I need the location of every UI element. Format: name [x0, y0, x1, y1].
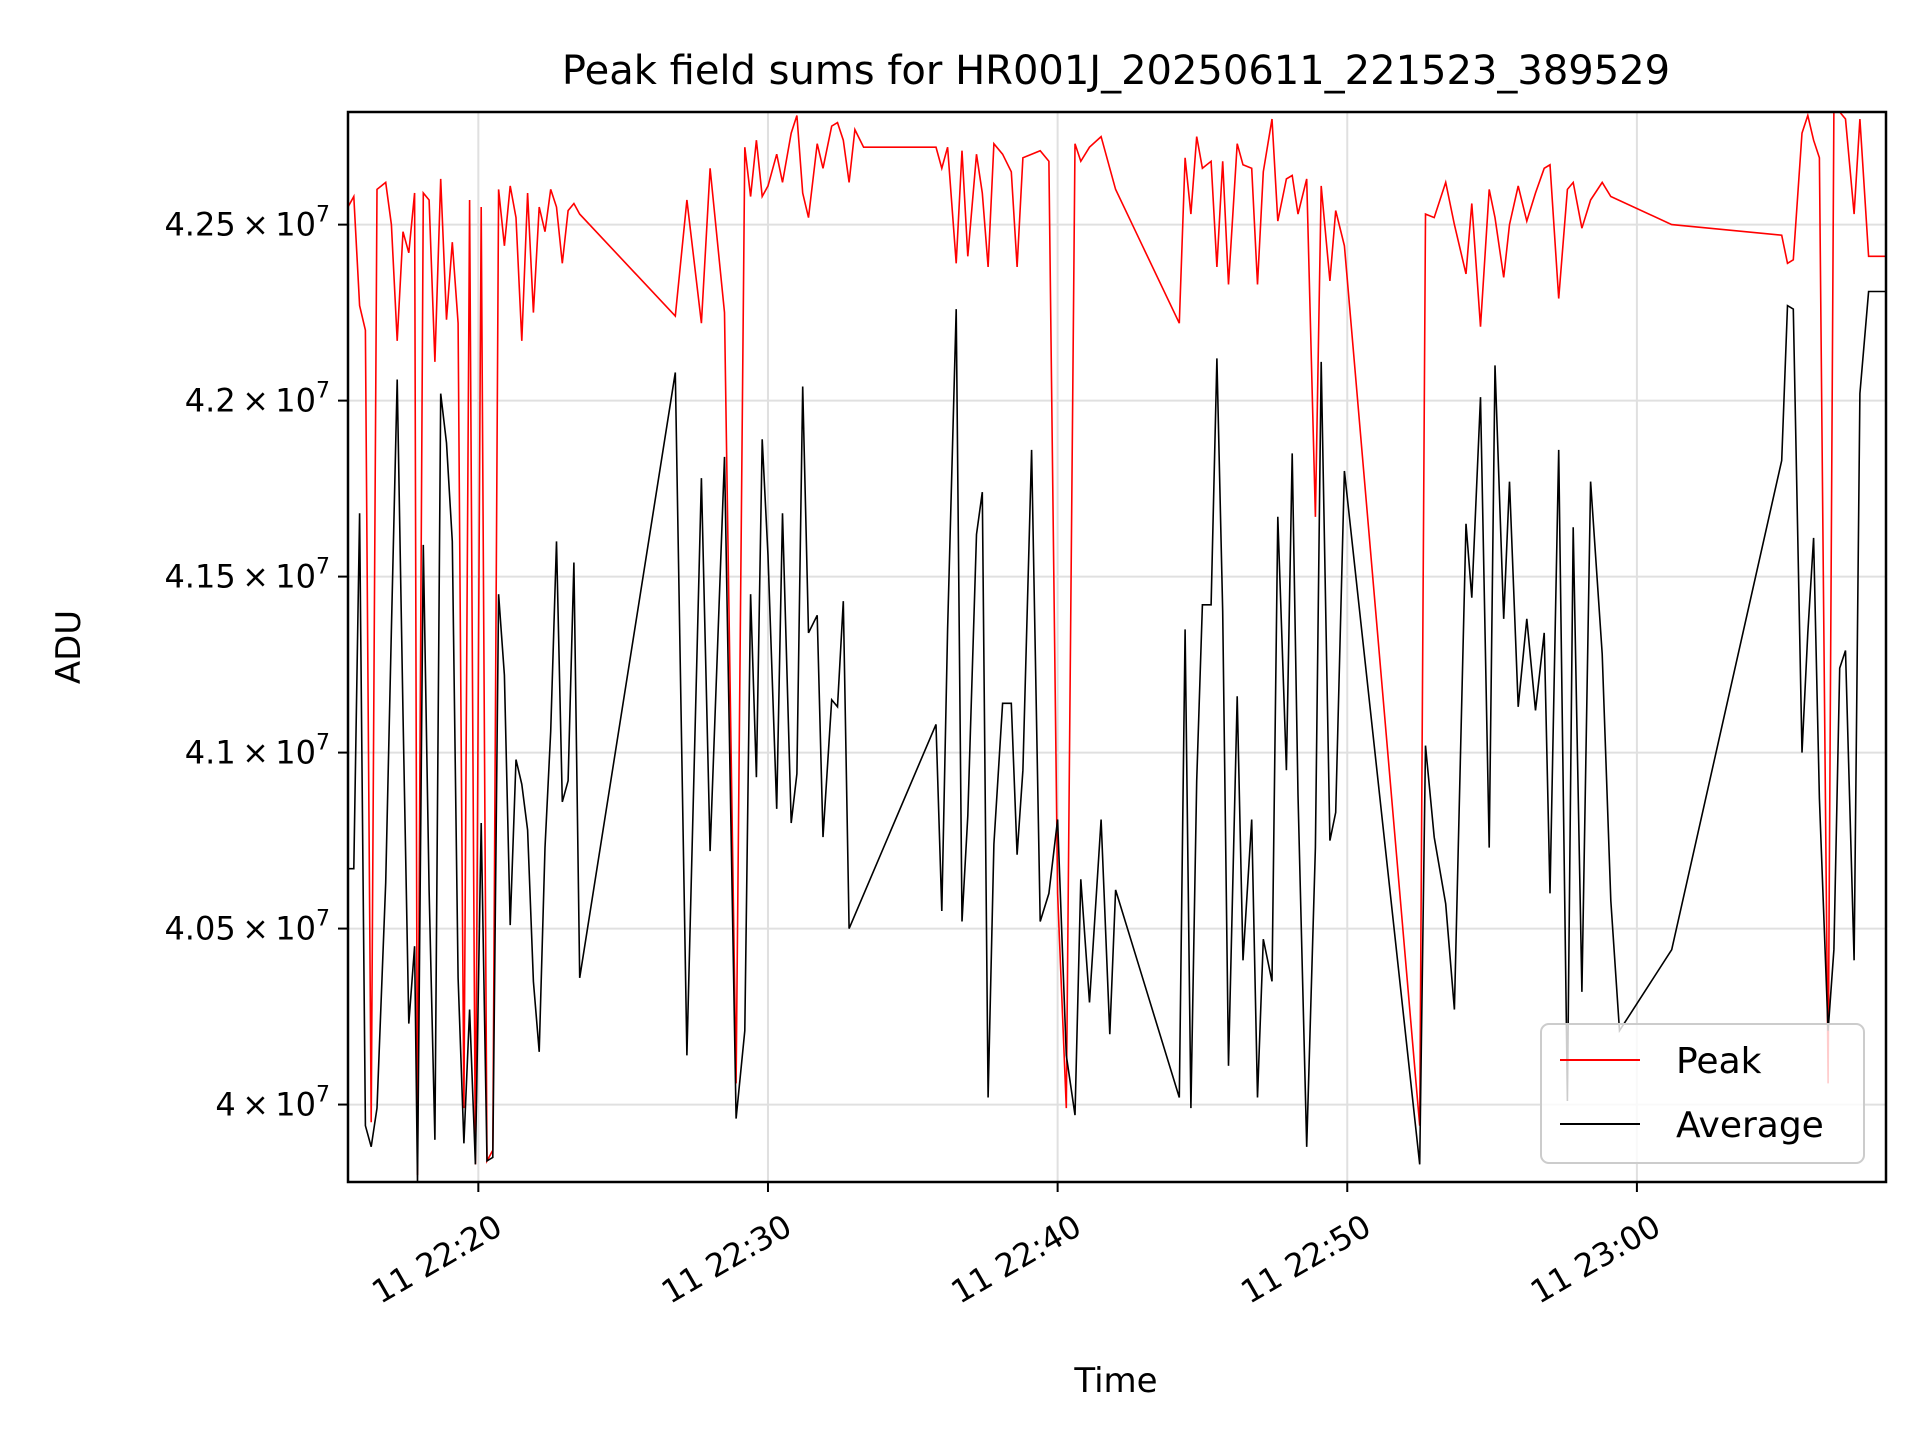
y-tick-mantissa: 4 × 10 [215, 1086, 316, 1124]
y-tick-exponent: 7 [316, 203, 330, 228]
y-tick-label: 4.1 × 107 [185, 731, 330, 772]
legend-label-average: Average [1676, 1105, 1824, 1146]
y-tick-mantissa: 4.05 × 10 [164, 910, 316, 948]
y-tick-mantissa: 4.15 × 10 [164, 558, 316, 596]
legend: Peak Average [1540, 1023, 1865, 1164]
y-tick-exponent: 7 [316, 555, 330, 580]
plot-frame [346, 110, 1888, 1184]
legend-box [1540, 1023, 1865, 1164]
y-axis-label: ADU [49, 610, 89, 684]
grid-lines [348, 112, 1886, 1182]
y-tick-label: 4.15 × 107 [164, 555, 330, 596]
y-tick-exponent: 7 [316, 907, 330, 932]
chart-title: Peak field sums for HR001J_20250611_2215… [562, 48, 1670, 94]
y-tick-exponent: 7 [316, 379, 330, 404]
y-tick-mantissa: 4.25 × 10 [164, 206, 316, 244]
y-tick-label: 4.05 × 107 [164, 907, 330, 948]
y-tick-label: 4.25 × 107 [164, 203, 330, 244]
y-tick-exponent: 7 [316, 731, 330, 756]
series-line-peak [348, 112, 1886, 1176]
x-axis-label: Time [1073, 1361, 1157, 1401]
y-tick-mantissa: 4.2 × 10 [185, 382, 316, 420]
series-line-average [348, 290, 1886, 1182]
y-tick-exponent: 7 [316, 1083, 330, 1108]
y-tick-label: 4.2 × 107 [185, 379, 330, 420]
y-tick-mantissa: 4.1 × 10 [185, 734, 316, 772]
series-layer [348, 112, 1886, 1182]
legend-label-peak: Peak [1676, 1041, 1762, 1082]
y-tick-label: 4 × 107 [215, 1083, 330, 1124]
